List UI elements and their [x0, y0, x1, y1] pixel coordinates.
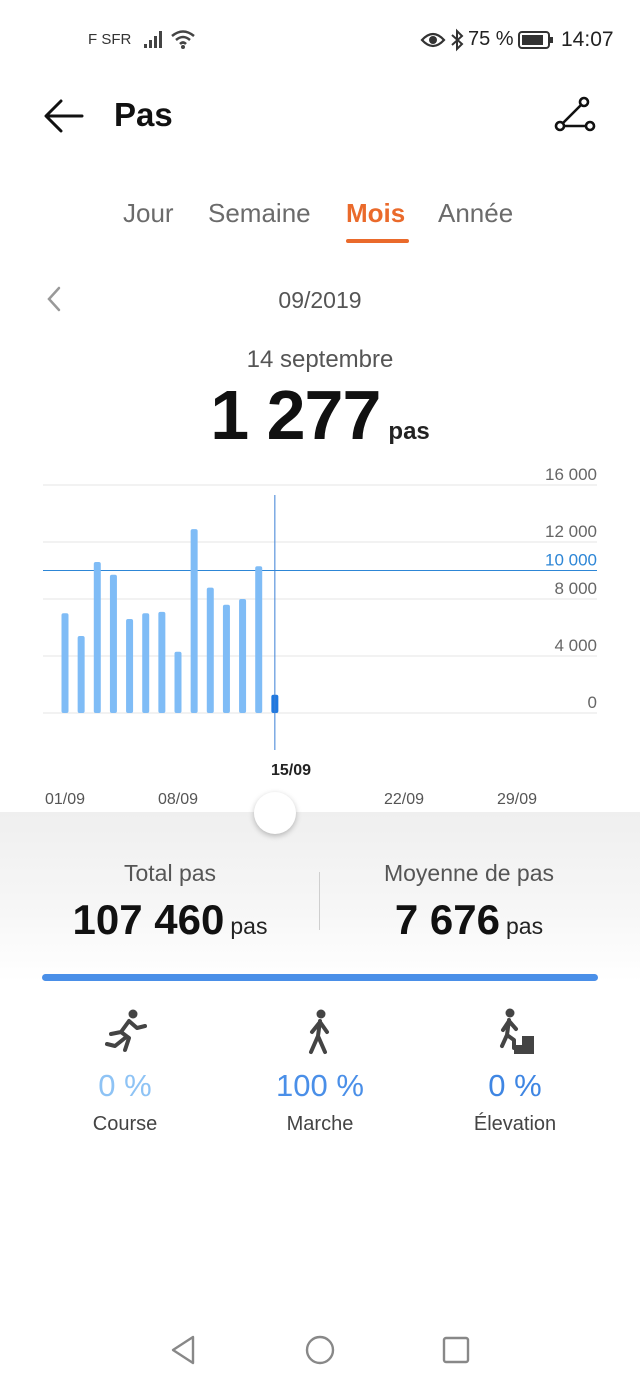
- clock: 14:07: [561, 28, 614, 51]
- bar: [239, 599, 247, 713]
- bar: [174, 651, 182, 713]
- period-label: 09/2019: [278, 287, 362, 313]
- selected-steps-unit: pas: [388, 418, 430, 445]
- climbing-icon: [496, 1008, 534, 1054]
- bar: [126, 618, 134, 713]
- battery-icon: [518, 31, 553, 49]
- y-tick-label: 16 000: [545, 465, 597, 484]
- bar: [61, 613, 69, 713]
- summary-divider: [319, 872, 320, 930]
- bar: [77, 636, 85, 713]
- walking-label: Marche: [286, 1113, 354, 1135]
- bar: [222, 604, 230, 713]
- y-tick-label: 8 000: [554, 579, 597, 598]
- y-tick-label: 4 000: [554, 636, 597, 655]
- bar: [206, 587, 214, 713]
- back-arrow-icon[interactable]: [42, 94, 86, 138]
- x-tick-label: 08/09: [158, 791, 198, 808]
- activity-distribution-bar: [42, 974, 598, 981]
- chart-scrub-handle[interactable]: [254, 792, 296, 834]
- selected-date: 14 septembre: [246, 346, 394, 373]
- bar: [158, 611, 166, 713]
- signal-icon: [144, 31, 162, 48]
- elevation-percent: 0 %: [488, 1068, 542, 1103]
- eye-icon: [420, 32, 446, 48]
- selected-steps: 1 277 pas: [0, 375, 640, 455]
- recents-square-icon[interactable]: [436, 1330, 476, 1370]
- bar: [93, 561, 101, 713]
- bar: [190, 529, 198, 713]
- x-tick-label: 22/09: [384, 791, 424, 808]
- status-bar: F SFR 75 % 14:07: [0, 0, 640, 80]
- average-steps-label: Moyenne de pas: [383, 860, 555, 886]
- tab-jour[interactable]: Jour: [123, 198, 174, 228]
- route-icon[interactable]: [552, 94, 598, 136]
- total-steps: 107 460 pas: [10, 896, 330, 944]
- selected-steps-value: 1 277: [210, 376, 381, 454]
- wifi-icon: [171, 30, 195, 49]
- y-tick-label: 0: [588, 693, 597, 712]
- running-label: Course: [92, 1113, 158, 1135]
- bluetooth-icon: [451, 28, 464, 52]
- x-tick-label-selected: 15/09: [271, 762, 311, 779]
- goal-line-label: 10 000: [545, 551, 597, 570]
- steps-bar-chart[interactable]: 16 000 12 000 8 000 4 000 0 10 000 01/09 08/09 1…: [0, 455, 640, 810]
- running-icon: [105, 1009, 147, 1052]
- page-title: Pas: [114, 96, 173, 133]
- walking-icon: [309, 1009, 329, 1054]
- total-steps-unit: pas: [230, 913, 268, 939]
- running-percent: 0 %: [98, 1068, 152, 1103]
- bar: [255, 566, 263, 713]
- average-steps-unit: pas: [506, 913, 544, 939]
- elevation-label: Élevation: [473, 1113, 557, 1135]
- chevron-left-icon[interactable]: [42, 284, 68, 314]
- total-steps-value: 107 460: [72, 896, 225, 943]
- bar: [142, 613, 150, 713]
- total-steps-label: Total pas: [123, 860, 217, 886]
- summary-panel: [0, 812, 640, 982]
- active-tab-indicator: [346, 239, 409, 243]
- bar: [109, 574, 117, 713]
- walking-percent: 100 %: [276, 1068, 364, 1103]
- home-circle-icon[interactable]: [300, 1330, 340, 1370]
- back-triangle-icon[interactable]: [164, 1330, 204, 1370]
- tab-mois[interactable]: Mois: [346, 198, 406, 228]
- tab-semaine[interactable]: Semaine: [208, 198, 311, 228]
- average-steps: 7 676 pas: [309, 896, 629, 944]
- tab-annee[interactable]: Année: [438, 198, 514, 228]
- carrier-name: F SFR: [88, 31, 132, 48]
- x-tick-label: 01/09: [45, 791, 85, 808]
- battery-percent: 75 %: [468, 28, 514, 50]
- average-steps-value: 7 676: [394, 896, 500, 943]
- x-tick-label: 29/09: [497, 791, 537, 808]
- y-tick-label: 12 000: [545, 522, 597, 541]
